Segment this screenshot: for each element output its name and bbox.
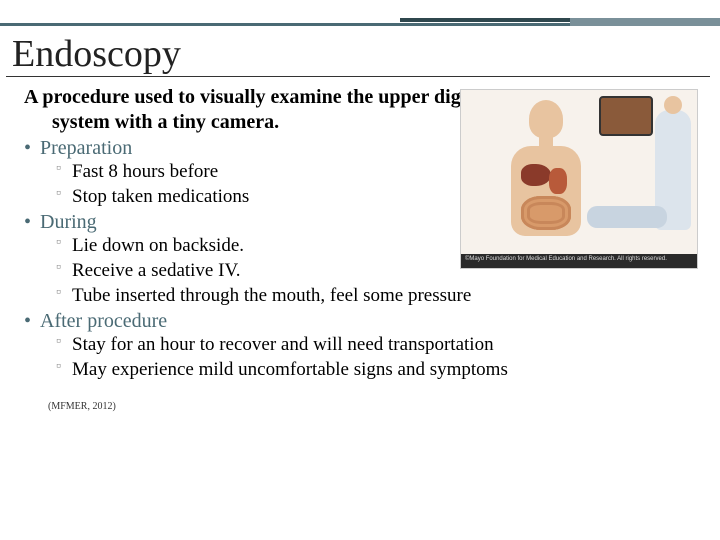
- citation-text: (MFMER, 2012): [20, 401, 708, 412]
- section-heading-after: After procedure: [20, 310, 708, 333]
- list-item: Lie down on backside.: [20, 234, 708, 259]
- slide-content: ©Mayo Foundation for Medical Education a…: [0, 81, 720, 412]
- section-heading-during: During: [20, 211, 708, 234]
- slide-title: Endoscopy: [6, 26, 710, 77]
- intro-line-2: system with a tiny camera.: [24, 110, 528, 135]
- list-item: Fast 8 hours before: [20, 160, 708, 185]
- decorative-top-band: [0, 0, 720, 26]
- intro-line-1: A procedure used to visually examine the…: [24, 86, 508, 108]
- list-item: Receive a sedative IV.: [20, 259, 708, 284]
- section-heading-preparation: Preparation: [20, 137, 708, 160]
- list-item: Tube inserted through the mouth, feel so…: [20, 284, 708, 309]
- list-item: May experience mild uncomfortable signs …: [20, 358, 708, 383]
- list-item: Stay for an hour to recover and will nee…: [20, 333, 708, 358]
- list-item: Stop taken medications: [20, 185, 708, 210]
- monitor-graphic: [599, 96, 653, 136]
